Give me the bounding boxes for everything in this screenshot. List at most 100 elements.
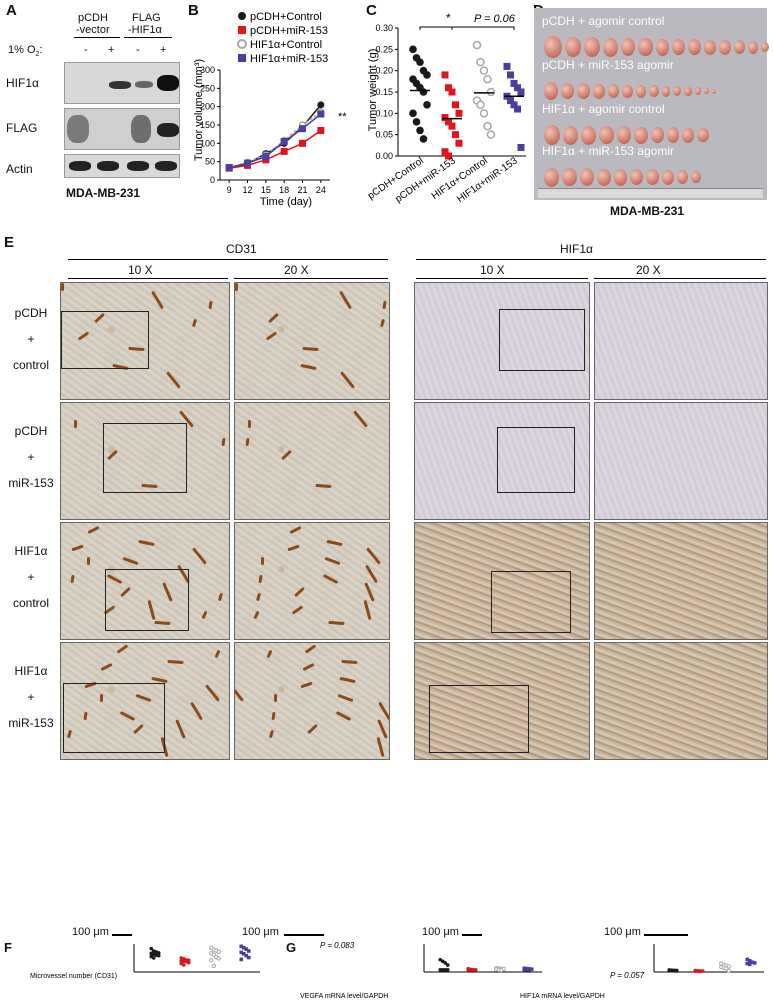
o2-label: 1% O2: [8, 44, 43, 59]
vessel [271, 711, 276, 721]
vessel [363, 599, 372, 621]
fg-point [239, 944, 244, 949]
fg-point [468, 968, 473, 972]
vessel [166, 371, 181, 389]
tumor [608, 84, 620, 98]
tumor [564, 37, 581, 57]
vessel [122, 556, 139, 566]
vessel [289, 525, 302, 535]
c-point [423, 101, 431, 109]
b-xtick-label: 24 [316, 185, 326, 195]
b-point [225, 164, 233, 172]
panels-fg-chart: Microvessel number (CD31) P = 0.083 P = … [30, 941, 764, 1000]
b-point [299, 125, 306, 133]
fg-point [726, 968, 731, 974]
ruler [538, 188, 763, 198]
vessel [208, 300, 213, 310]
vessel [61, 283, 64, 291]
c-point [479, 109, 489, 118]
vessel [201, 610, 208, 620]
scale-bar [462, 934, 482, 936]
vessel [190, 701, 203, 721]
b-point [262, 153, 270, 161]
ihc-image [234, 402, 390, 520]
fg-point [522, 967, 527, 972]
tumor [635, 84, 646, 98]
tumor-row-label: HIF1α + agomir control [542, 102, 665, 116]
c-sig-bracket [451, 26, 515, 30]
vessel [116, 644, 129, 654]
ihc-image [60, 522, 230, 640]
fg-point [186, 960, 191, 965]
scale-label: 100 μm [242, 926, 279, 938]
b-point [299, 139, 306, 147]
sign-2: + [108, 44, 115, 56]
tumor [544, 36, 562, 58]
c-point [479, 66, 489, 75]
g-p1: P = 0.083 [320, 941, 355, 950]
vessel [167, 659, 184, 665]
scale-bar [644, 934, 688, 936]
legend-item: HIF1α+Control [250, 39, 322, 51]
band [135, 81, 153, 88]
c-point [441, 148, 449, 156]
vessel [324, 556, 341, 566]
g-p2: P = 0.057 [610, 971, 645, 980]
c-ytick-label: 0.15 [375, 87, 393, 97]
tumor [718, 39, 731, 55]
vessel [261, 557, 264, 565]
vessel [138, 539, 155, 547]
c-point [507, 97, 514, 105]
group-line [416, 259, 766, 260]
vessel [364, 582, 375, 602]
tumor [616, 126, 632, 144]
row-label-4: HIF1α + miR-153 [8, 664, 54, 730]
tumor [562, 168, 577, 186]
vessel [265, 331, 278, 341]
fg-point [752, 961, 757, 965]
vessel [307, 723, 318, 735]
group-cd31: CD31 [226, 242, 257, 256]
fg-point [241, 945, 246, 950]
panel-c-chart: 0.00 0.05 0.10 0.15 0.20 0.25 0.30 Tumor weigh… [366, 11, 526, 205]
panel-b-label: B [188, 2, 199, 19]
vessel [304, 644, 317, 654]
c-ytick-label: 0.20 [375, 66, 393, 76]
vessel [100, 662, 113, 672]
tumor [561, 83, 575, 99]
band [155, 161, 177, 171]
row-actin: Actin [6, 162, 33, 176]
legend-item: HIF1α+miR-153 [250, 53, 328, 65]
b-ytick-label: 300 [200, 65, 215, 75]
c-ytick-label: 0.05 [375, 130, 393, 140]
vessel [255, 592, 262, 602]
fg-point [524, 967, 529, 972]
c-point [445, 84, 452, 92]
tumor [672, 39, 685, 55]
vessel [266, 649, 273, 659]
panel-a-label: A [6, 2, 17, 19]
tumor [694, 87, 701, 95]
fg-point [471, 968, 476, 972]
panel-d-cell: MDA-MB-231 [610, 204, 685, 218]
vessel [217, 592, 224, 602]
fg-point [211, 952, 216, 957]
g-ylabel-left: VEGFA mRNA level/GAPDH [300, 993, 388, 1000]
c-point [483, 121, 492, 131]
b-ytick-label: 150 [200, 120, 215, 130]
row-flag: FLAG [6, 121, 38, 135]
ihc-image [414, 402, 590, 520]
vessel [248, 420, 251, 428]
c-point [507, 71, 514, 79]
vessel [328, 620, 345, 626]
tumor [622, 84, 633, 98]
legend-marker [238, 12, 246, 20]
tumor [630, 169, 643, 185]
b-ytick-label: 100 [200, 138, 215, 148]
vessel [214, 649, 221, 659]
b-xtick-label: 9 [227, 185, 232, 195]
vessel [382, 300, 387, 310]
c-point [503, 62, 511, 70]
tumor [682, 127, 695, 143]
vessel [322, 573, 339, 585]
